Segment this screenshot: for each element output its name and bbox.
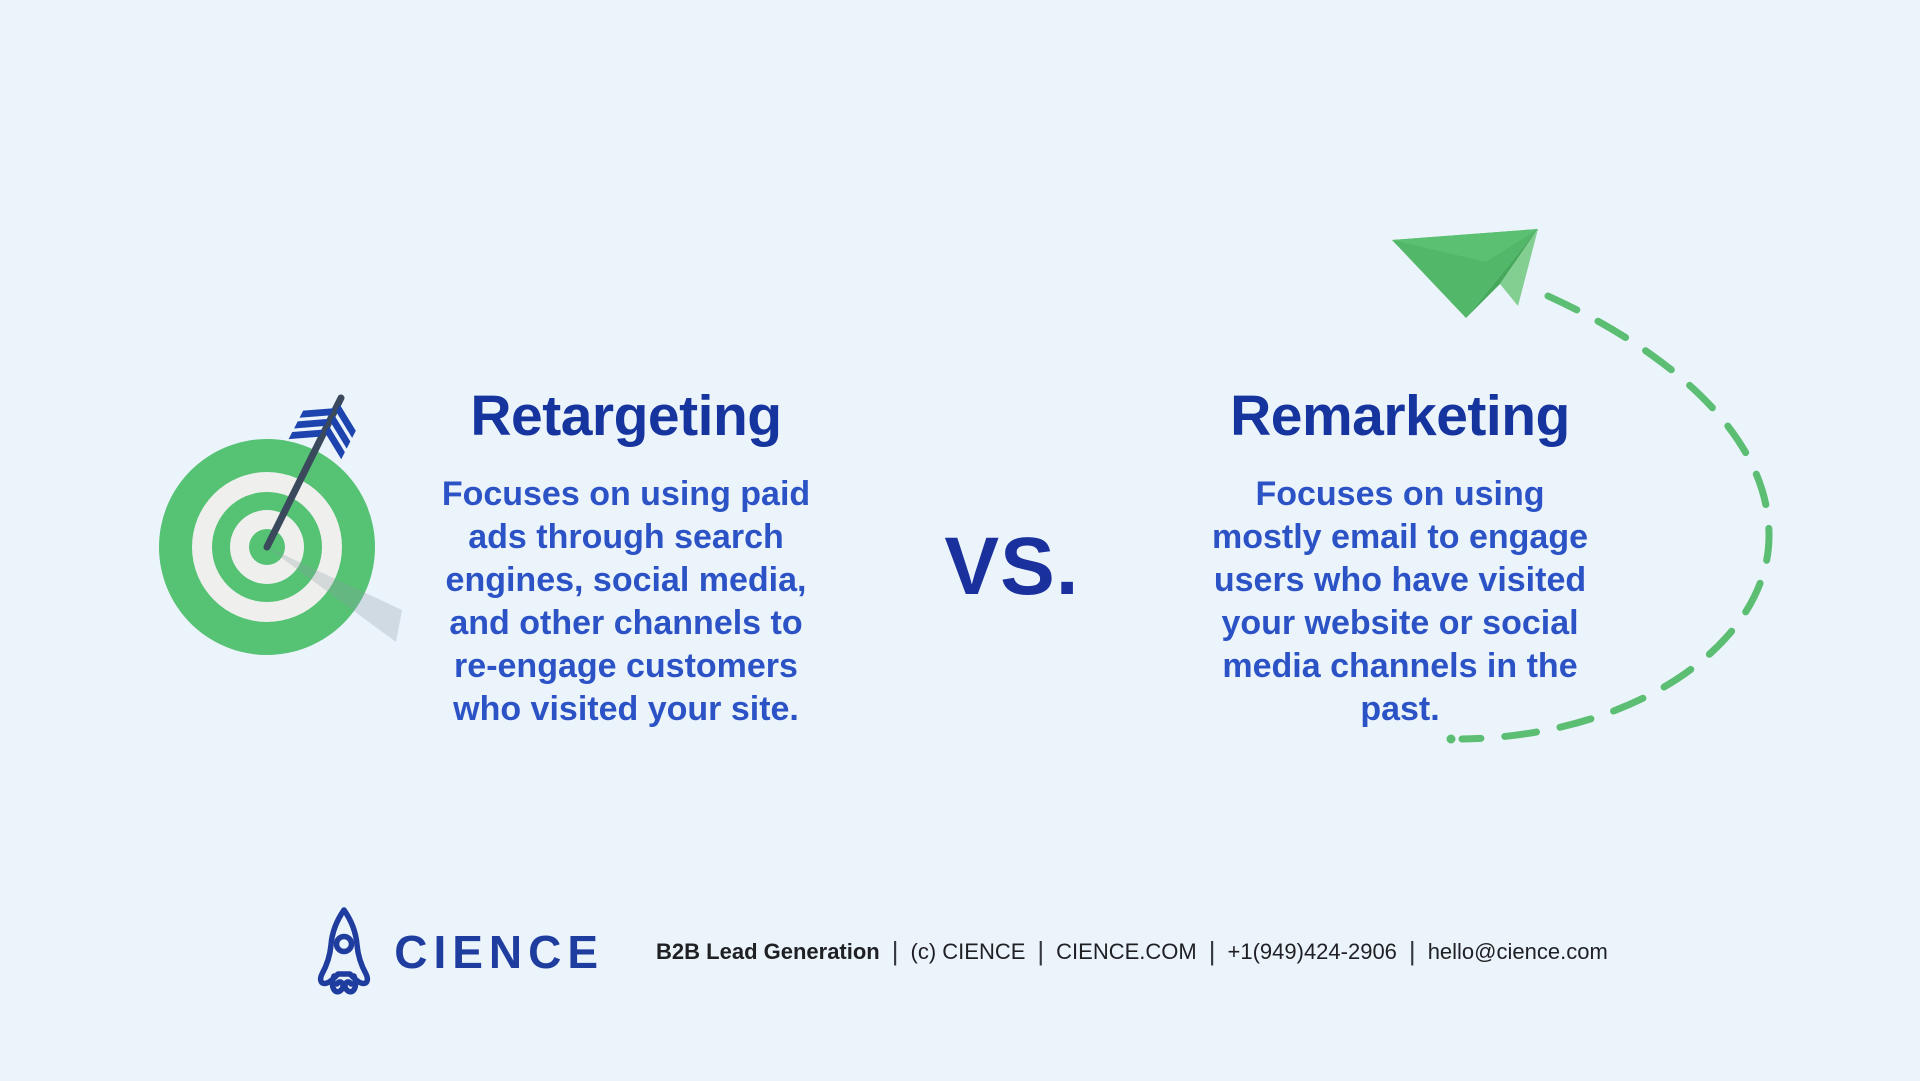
description-line: past. [1360, 690, 1440, 728]
rocket-logo-icon [312, 906, 376, 998]
contact-line: B2B Lead Generation | (c) CIENCE | CIENC… [656, 935, 1608, 968]
remarketing-section: Remarketing Focuses on using mostly emai… [1170, 383, 1630, 731]
footer-separator: | [891, 935, 899, 966]
description-line: Focuses on using [1255, 475, 1545, 513]
description-line: Focuses on using paid [441, 475, 811, 513]
description-line: who visited your site. [453, 690, 799, 728]
description-line: media channels in the [1222, 647, 1578, 685]
paper-plane-icon [1388, 224, 1548, 324]
target-bullseye-icon [150, 380, 410, 670]
description-line: users who have visited [1213, 561, 1587, 599]
remarketing-description: Focuses on using mostly email to engage … [1170, 473, 1630, 731]
description-line: mostly email to engage [1212, 518, 1588, 556]
brand-wordmark: CIENCE [394, 926, 605, 978]
description-line: engines, social media, [445, 561, 807, 599]
footer-separator: | [1208, 935, 1216, 966]
footer-website: CIENCE.COM [1056, 939, 1197, 964]
footer-phone: +1(949)424-2906 [1227, 939, 1397, 964]
description-line: your website or social [1221, 604, 1579, 642]
description-line: ads through search [468, 518, 784, 556]
footer-tagline: B2B Lead Generation [656, 939, 880, 964]
retargeting-section: Retargeting Focuses on using paid ads th… [396, 383, 856, 731]
description-line: and other channels to [449, 604, 803, 642]
footer-email: hello@cience.com [1427, 939, 1608, 964]
vs-label: VS. [944, 521, 1080, 612]
retargeting-description: Focuses on using paid ads through search… [396, 473, 856, 731]
footer: CIENCE B2B Lead Generation | (c) CIENCE … [0, 900, 1920, 1004]
footer-separator: | [1037, 935, 1045, 966]
retargeting-title: Retargeting [470, 384, 782, 448]
remarketing-title: Remarketing [1230, 384, 1570, 448]
footer-separator: | [1408, 935, 1416, 966]
footer-copyright: (c) CIENCE [910, 939, 1026, 964]
description-line: re-engage customers [454, 647, 798, 685]
